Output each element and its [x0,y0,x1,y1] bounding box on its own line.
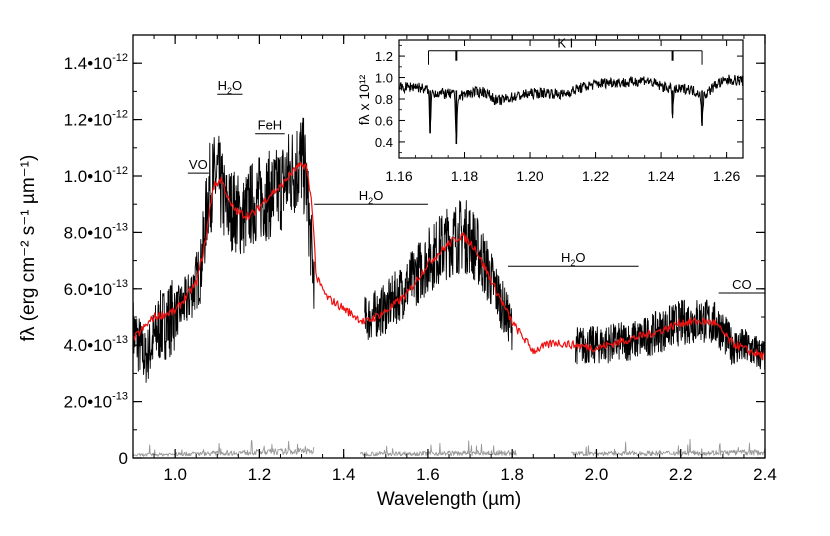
x-tick-label-3: 1.6 [416,465,440,484]
inset-y-tick-label-4: 1.2 [375,49,393,64]
observed-spectrum-line-0 [132,117,315,383]
main-axes-layer: 1.0 1.2 1.4 1.6 1.8 2.0 2.2 2.4 0 2.0•10-13 4.0•10… [64,34,777,484]
main-annotation-layer: VO H2O FeH H2O H2O CO [187,78,765,294]
x-tick-label-0: 1.0 [163,465,187,484]
annotation-label-5: CO [732,277,752,292]
inset-y-tick-label-0: 0.4 [375,135,393,150]
main-plot: VO H2O FeH H2O H2O CO 1.0 1.2 1.4 1.6 1.8 2.0 2.2 2.… [18,34,777,510]
inset-x-tick-label-0: 1.16 [385,168,412,184]
inset-y-tick-label-2: 0.8 [375,92,393,107]
inset-x-tick-label-3: 1.22 [582,168,609,184]
y-tick-label-2: 4.0•10-13 [64,334,128,355]
y-tick-label-5: 1.0•10-12 [64,165,128,186]
inset-annotation-label: K I [557,36,573,51]
y-tick-label-4: 8.0•10-13 [64,221,128,242]
x-tick-label-1: 1.2 [248,465,272,484]
observed-spectrum-line-2 [574,299,766,372]
inset-x-tick-label-4: 1.24 [647,168,674,184]
inset-x-tick-label-5: 1.26 [713,168,740,184]
main-series-layer [132,117,766,457]
inset-plot: K I 1.16 1.18 1.20 1.22 1.24 1.26 0.4 0.6 0.8 1.0… [356,36,747,184]
annotation-label-0: VO [189,157,208,172]
inset-background [395,40,747,162]
inset-axes-layer: 1.16 1.18 1.20 1.22 1.24 1.26 0.4 0.6 0.8 1.0 1.2 [375,40,744,184]
y-tick-label-1: 2.0•10-13 [64,391,128,412]
inset-x-tick-label-2: 1.20 [516,168,543,184]
noise-spectrum-line-1 [360,440,517,457]
y-tick-label-0: 0 [119,449,128,468]
inset-y-axis-label: fλ x 10¹² [356,74,372,125]
y-axis-label: fλ (erg cm⁻² s⁻¹ µm⁻¹) [18,155,39,342]
x-tick-label-5: 2.0 [585,465,609,484]
x-tick-label-2: 1.4 [332,465,356,484]
y-tick-label-6: 1.2•10-12 [64,109,128,130]
x-tick-label-7: 2.4 [753,465,777,484]
x-axis-label: Wavelength (µm) [377,489,521,510]
annotation-label-3: H2O [359,188,384,206]
annotation-label-1: H2O [218,78,243,96]
inset-y-tick-label-3: 1.0 [375,71,393,86]
inset-y-tick-label-1: 0.6 [375,113,393,128]
template-spectrum-line-0 [132,161,766,361]
y-tick-label-7: 1.4•10-12 [64,52,128,73]
inset-x-tick-label-1: 1.18 [451,168,478,184]
inset-series-layer [398,74,744,145]
x-tick-label-6: 2.2 [669,465,693,484]
y-tick-label-3: 6.0•10-13 [64,278,128,299]
observed-spectrum-line-1 [364,200,513,351]
noise-spectrum-line-0 [132,440,315,457]
x-tick-label-4: 1.8 [500,465,524,484]
annotation-label-2: FeH [258,118,283,133]
noise-spectrum-line-2 [570,438,766,457]
annotation-label-4: H2O [561,250,586,268]
